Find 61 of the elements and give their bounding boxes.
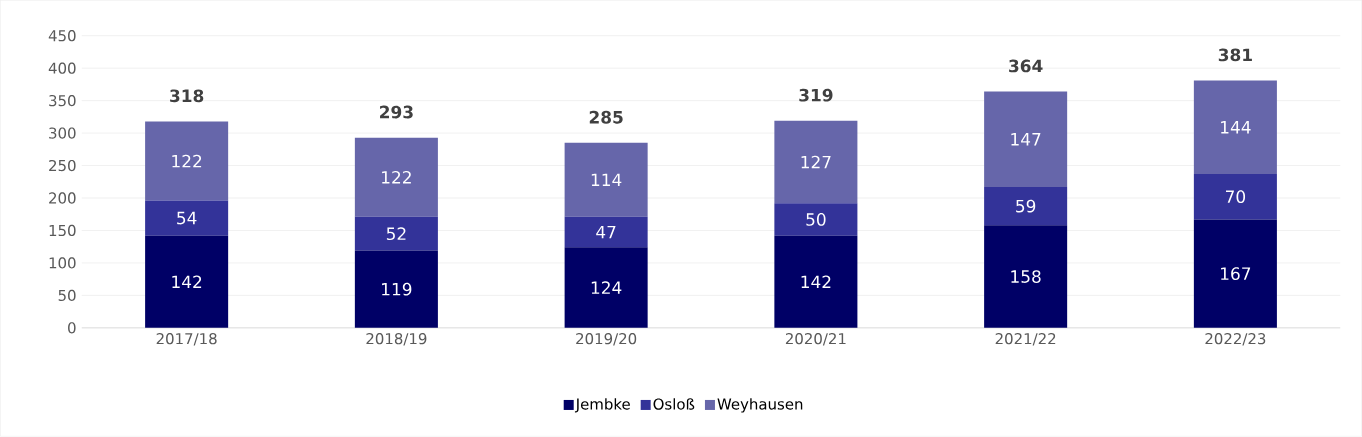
y-tick-label: 450 [48, 30, 76, 42]
y-tick-label: 350 [49, 95, 76, 107]
bar [354, 137, 438, 218]
y-tick-label: 50 [58, 289, 76, 302]
total-label: 364 [1009, 59, 1043, 73]
bar [774, 235, 858, 329]
y-tick-label: 300 [49, 127, 76, 139]
y-tick-label: 250 [49, 160, 76, 172]
y-tick-label: 100 [49, 257, 76, 269]
bar [774, 120, 858, 204]
data-label: 119 [382, 282, 412, 296]
x-tick-label: 2018/19 [366, 333, 427, 346]
data-label: 127 [801, 155, 831, 169]
total-label: 381 [1218, 48, 1252, 62]
bar [984, 91, 1068, 188]
legend-label: Jembke [574, 398, 630, 413]
y-tick-label: 0 [68, 322, 76, 334]
total-label: 285 [589, 111, 623, 124]
y-tick-label: 150 [49, 225, 76, 237]
bar [145, 235, 229, 329]
bar [354, 250, 438, 329]
data-label: 158 [1011, 270, 1041, 284]
data-label: 54 [177, 212, 197, 225]
data-label: 50 [806, 213, 826, 227]
x-tick-label: 2020/21 [785, 333, 846, 346]
total-label: 319 [799, 88, 833, 102]
data-label: 144 [1221, 121, 1251, 134]
data-label: 122 [172, 154, 202, 168]
bar [774, 203, 858, 236]
total-label: 318 [170, 89, 204, 103]
data-label: 122 [382, 171, 411, 184]
x-tick-label: 2021/22 [995, 333, 1056, 346]
legend-label: Osloß [653, 398, 695, 410]
data-label: 47 [596, 226, 616, 239]
data-label: 114 [591, 173, 622, 187]
data-label: 52 [386, 227, 406, 241]
x-tick-label: 2017/18 [156, 333, 217, 346]
bar [564, 143, 648, 218]
total-label: 293 [380, 105, 413, 119]
bar [564, 217, 648, 248]
data-label: 142 [172, 275, 202, 289]
data-label: 70 [1226, 190, 1246, 204]
bar [145, 121, 229, 201]
bar [354, 217, 438, 251]
data-label: 59 [1016, 199, 1036, 213]
bar [1193, 80, 1277, 175]
y-tick-label: 400 [48, 62, 76, 75]
bar [564, 247, 648, 329]
data-label: 142 [801, 275, 831, 289]
bar [145, 200, 229, 236]
data-label: 147 [1011, 133, 1041, 146]
bar [1193, 219, 1277, 329]
bar [984, 187, 1068, 226]
bar [984, 225, 1068, 329]
x-tick-label: 2019/20 [576, 333, 637, 346]
data-label: 167 [1221, 267, 1251, 281]
y-tick-label: 200 [49, 192, 76, 204]
data-label: 124 [591, 281, 622, 295]
x-tick-label: 2022/23 [1205, 333, 1266, 346]
legend-label: Weyhausen [717, 398, 803, 413]
bar [1193, 174, 1277, 220]
